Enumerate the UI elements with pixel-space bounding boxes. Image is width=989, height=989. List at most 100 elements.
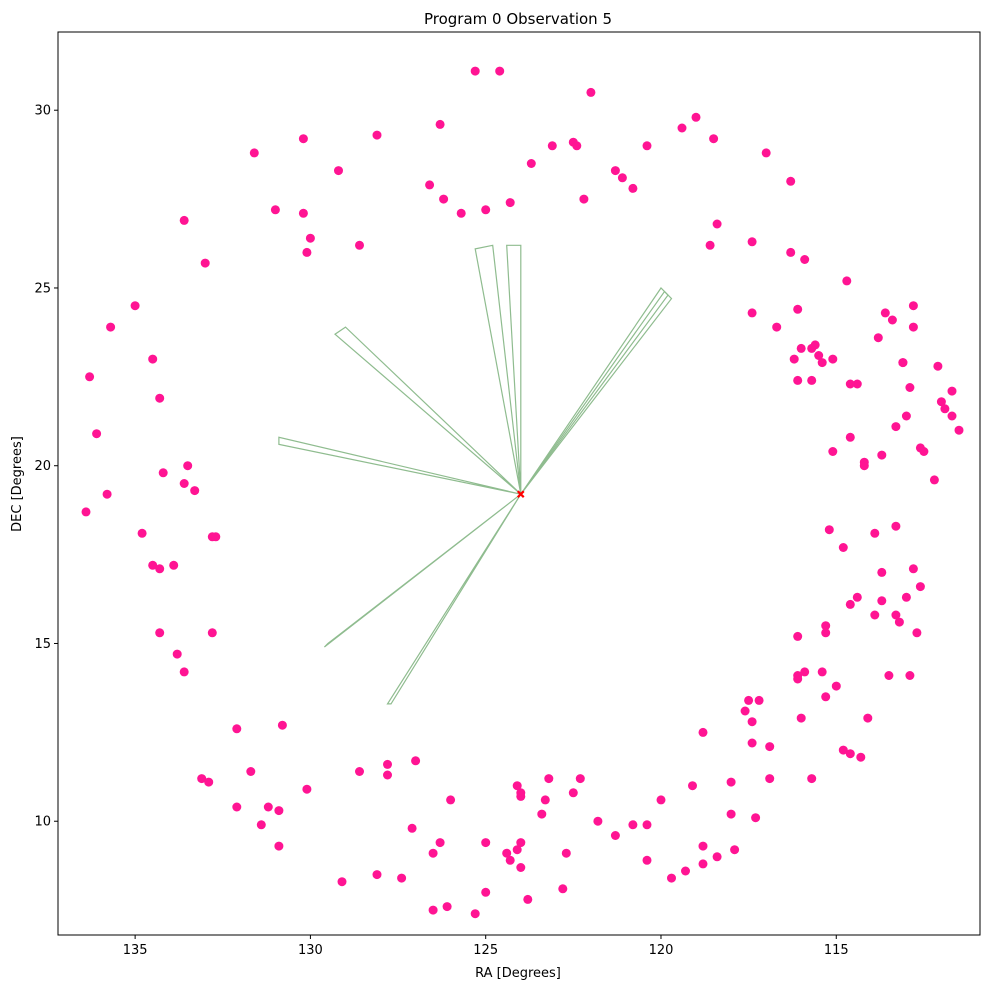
data-point xyxy=(383,770,392,780)
data-point xyxy=(845,432,855,442)
data-point xyxy=(547,141,557,151)
data-point xyxy=(428,848,438,858)
y-tick-label: 25 xyxy=(34,281,51,296)
x-tick-label: 115 xyxy=(824,943,849,958)
data-point xyxy=(947,411,957,421)
data-point xyxy=(512,781,522,791)
data-point xyxy=(877,596,887,606)
data-point xyxy=(425,180,435,190)
data-point xyxy=(610,831,620,840)
data-point xyxy=(726,809,736,819)
data-point xyxy=(561,848,571,858)
data-point xyxy=(470,66,480,76)
y-tick-label: 20 xyxy=(34,459,51,474)
data-point xyxy=(274,806,284,816)
data-point xyxy=(372,130,382,140)
data-point xyxy=(407,823,417,833)
data-point xyxy=(817,358,827,368)
x-tick-label: 135 xyxy=(123,943,148,958)
data-point xyxy=(863,713,873,723)
data-point xyxy=(512,845,522,855)
data-point xyxy=(824,525,834,535)
data-point xyxy=(705,240,715,250)
data-point xyxy=(887,315,897,325)
data-point xyxy=(712,219,722,229)
data-point xyxy=(912,628,922,638)
data-point xyxy=(106,322,116,332)
data-point xyxy=(947,386,957,396)
fov-outline xyxy=(520,287,669,495)
data-point xyxy=(305,233,315,243)
data-point xyxy=(148,354,158,364)
data-point xyxy=(898,358,908,368)
data-point xyxy=(908,564,918,574)
target-layer xyxy=(516,490,525,498)
data-point xyxy=(793,631,803,641)
data-point xyxy=(747,308,757,318)
data-point xyxy=(908,301,918,311)
data-point xyxy=(130,301,140,311)
data-point xyxy=(232,724,242,734)
plot-frame xyxy=(57,31,981,936)
data-point xyxy=(908,322,918,332)
fov-outline xyxy=(334,326,522,495)
data-point xyxy=(516,838,526,848)
points-layer xyxy=(81,66,964,919)
data-point xyxy=(179,215,189,225)
data-point xyxy=(642,820,652,830)
data-point xyxy=(200,258,210,268)
data-point xyxy=(681,866,690,876)
data-point xyxy=(845,379,855,389)
data-point xyxy=(85,372,95,382)
data-point xyxy=(516,788,526,798)
data-point xyxy=(537,809,547,819)
data-point xyxy=(807,774,817,784)
data-point xyxy=(383,759,392,769)
fov-outline xyxy=(506,244,522,495)
data-point xyxy=(884,671,894,680)
data-point xyxy=(698,859,708,869)
data-point xyxy=(954,425,964,435)
data-point xyxy=(828,354,838,364)
x-tick-label: 130 xyxy=(298,943,323,958)
data-point xyxy=(817,667,827,677)
data-point xyxy=(172,649,182,659)
data-point xyxy=(502,848,512,858)
data-point xyxy=(179,479,189,488)
data-point xyxy=(495,66,505,76)
data-point xyxy=(558,884,568,894)
data-point xyxy=(656,795,666,805)
data-point xyxy=(593,816,603,826)
field-of-view-layer xyxy=(278,244,673,705)
data-point xyxy=(761,148,771,158)
target-marker xyxy=(516,490,525,498)
data-point xyxy=(456,208,466,218)
data-point xyxy=(821,628,831,638)
data-point xyxy=(246,767,256,776)
x-axis-label: RA [Degrees] xyxy=(475,966,561,981)
data-point xyxy=(873,333,883,343)
data-point xyxy=(568,788,578,798)
data-point xyxy=(796,713,806,723)
data-point xyxy=(435,838,445,848)
data-point xyxy=(845,749,855,759)
data-point xyxy=(870,528,880,538)
y-tick-label: 10 xyxy=(34,815,51,830)
data-point xyxy=(677,123,687,133)
data-point xyxy=(526,159,536,168)
data-point xyxy=(505,198,515,208)
data-point xyxy=(372,870,382,880)
y-axis-ticks: 10 15 20 25 30 xyxy=(34,104,58,830)
data-point xyxy=(579,194,589,204)
data-point xyxy=(852,379,862,389)
data-point xyxy=(169,560,179,570)
data-point xyxy=(446,795,456,805)
data-point xyxy=(179,667,189,677)
data-point xyxy=(786,176,796,186)
data-point xyxy=(828,447,838,456)
data-point xyxy=(197,774,207,784)
data-point xyxy=(751,813,761,823)
data-point xyxy=(428,905,438,915)
data-point xyxy=(334,166,343,176)
